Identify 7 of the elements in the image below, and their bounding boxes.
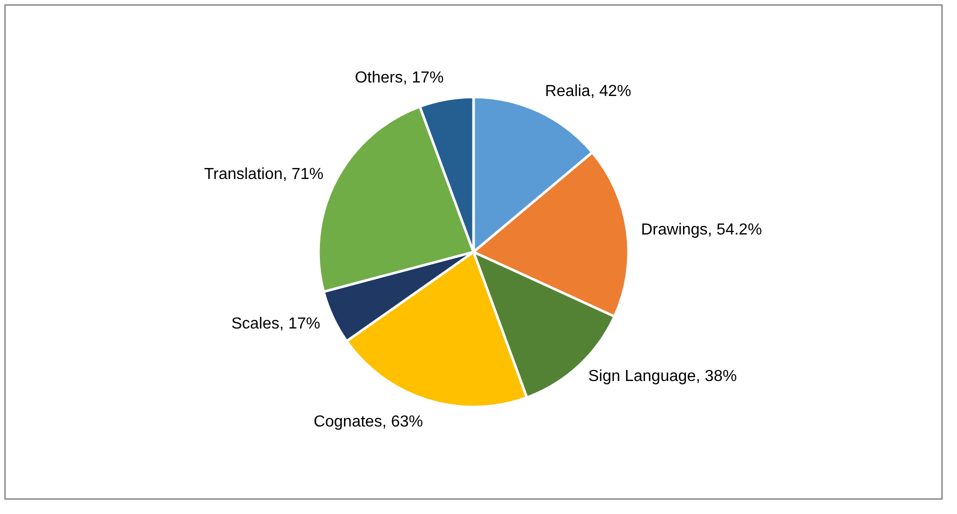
slice-label: Others, 17% [354, 70, 444, 87]
slice-label: Scales, 17% [231, 315, 320, 332]
slice-label: Cognates, 63% [314, 413, 423, 430]
slice-label: Sign Language, 38% [588, 368, 737, 386]
slice-label: Drawings, 54.2% [640, 221, 762, 238]
slice-label: Realia, 42% [544, 82, 632, 100]
slice-label: Translation, 71% [204, 166, 324, 184]
